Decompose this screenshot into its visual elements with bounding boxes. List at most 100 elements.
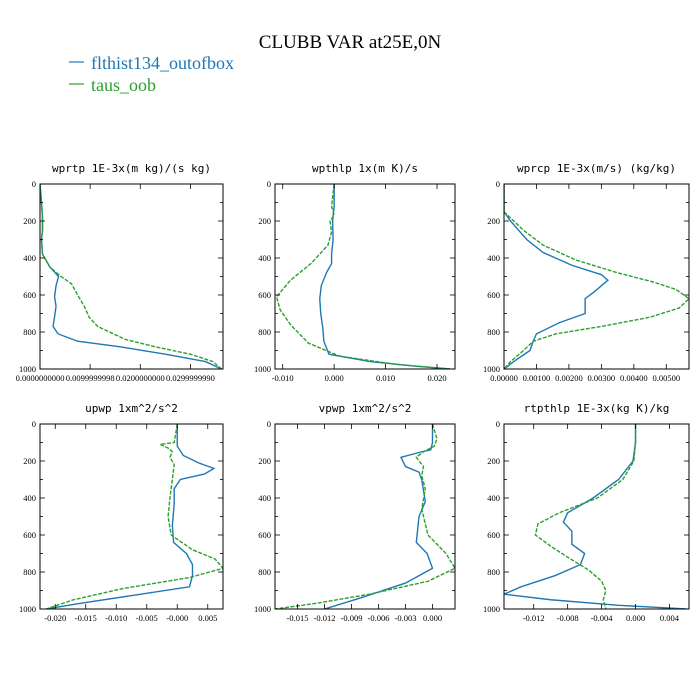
y-tick-label: 800	[258, 327, 271, 337]
y-tick-label: 800	[258, 567, 271, 577]
y-tick-label: 400	[23, 253, 36, 263]
panel-3: wprcp 1E-3x(m/s) (kg/kg) 0 200 400 600 800 100…	[483, 162, 690, 383]
y-tick-label: 400	[258, 493, 271, 503]
panel-6: rtpthlp 1E-3x(kg K)/kg 0 200 400 600 800 1000 -…	[483, 402, 690, 623]
x-tick-label: -0.015	[75, 613, 97, 623]
x-tick-label: -0.004	[591, 613, 614, 623]
axis-frame	[503, 183, 690, 370]
axis-frame	[39, 423, 224, 610]
x-tick-label: -0.003	[395, 613, 417, 623]
x-tick-label: -0.012	[314, 613, 336, 623]
x-tick-label: 0.010	[376, 373, 395, 383]
x-tick-label: -0.020	[44, 613, 66, 623]
y-tick-label: 600	[23, 290, 36, 300]
x-tick-label: 0.00100	[523, 373, 551, 383]
series-line-flthist134	[504, 184, 609, 369]
series-line-flthist134	[319, 184, 450, 369]
y-tick-label: 800	[23, 567, 36, 577]
y-tick-label: 1000	[19, 364, 36, 374]
x-tick-label: -0.005	[136, 613, 158, 623]
figure-title: CLUBB VAR at25E,0N	[259, 32, 442, 53]
x-tick-label: 0.0299999990	[166, 373, 215, 383]
series-line-taus-oob	[275, 424, 455, 609]
series-line-flthist134	[504, 424, 687, 609]
y-tick-label: 1000	[483, 604, 500, 614]
x-tick-label: 0.00200	[555, 373, 583, 383]
y-tick-label: 600	[487, 530, 500, 540]
y-tick-label: 1000	[19, 604, 36, 614]
series-line-flthist134	[324, 424, 434, 609]
legend: flthist134_outofbox taus_oob	[69, 53, 234, 95]
y-tick-label: 200	[23, 216, 36, 226]
x-tick-label: 0.00000	[490, 373, 518, 383]
panel-2: wpthlp 1x(m K)/s 0 200 400 600 800 1000-0.010 0…	[254, 162, 456, 383]
x-tick-label: 0.004	[660, 613, 680, 623]
y-tick-label: 200	[258, 216, 271, 226]
y-tick-label: 200	[258, 456, 271, 466]
x-tick-label: 0.0200000000	[116, 373, 165, 383]
y-tick-label: 600	[487, 290, 500, 300]
y-tick-label: 800	[487, 327, 500, 337]
panel-title: vpwp 1xm^2/s^2	[319, 402, 412, 415]
x-tick-label: -0.010	[105, 613, 127, 623]
panel-title: wprcp 1E-3x(m/s) (kg/kg)	[517, 162, 676, 175]
y-tick-label: 600	[258, 290, 271, 300]
x-tick-label: -0.010	[272, 373, 294, 383]
x-tick-label: -0.015	[287, 613, 309, 623]
x-tick-label: -0.006	[368, 613, 390, 623]
y-tick-label: 0	[32, 419, 36, 429]
series-line-taus-oob	[504, 184, 689, 369]
y-tick-label: 1000	[254, 364, 271, 374]
y-tick-label: 200	[487, 456, 500, 466]
x-tick-label: 0.000	[325, 373, 344, 383]
panels-grid: wprtp 1E-3x(m kg)/(s kg) 0 200 400 600 800 100…	[16, 162, 690, 623]
x-tick-label: 0.00400	[620, 373, 648, 383]
panel-title: upwp 1xm^2/s^2	[85, 402, 178, 415]
series-line-taus-oob	[275, 184, 450, 369]
y-tick-label: 1000	[483, 364, 500, 374]
legend-label-flthist134: flthist134_outofbox	[91, 53, 234, 73]
x-tick-label: 0.0099999998	[66, 373, 115, 383]
y-tick-label: 200	[487, 216, 500, 226]
series-line-taus-oob	[40, 184, 222, 369]
panel-4: upwp 1xm^2/s^2 0 200 400 600 800 1000 -0.020 -0.…	[19, 402, 224, 623]
y-tick-label: 0	[496, 419, 500, 429]
legend-label-taus-oob: taus_oob	[91, 75, 156, 95]
panel-title: rtpthlp 1E-3x(kg K)/kg	[524, 402, 670, 415]
y-tick-label: 600	[258, 530, 271, 540]
panel-5: vpwp 1xm^2/s^2 0 200 400 600 800 1000 -0.015 -0.…	[254, 402, 456, 623]
axis-frame	[503, 423, 690, 610]
x-tick-label: -0.008	[557, 613, 579, 623]
y-tick-label: 0	[496, 179, 500, 189]
y-tick-label: 0	[267, 179, 271, 189]
y-tick-label: 600	[23, 530, 36, 540]
y-tick-label: 0	[267, 419, 271, 429]
x-tick-label: 0.00300	[588, 373, 616, 383]
y-tick-label: 0	[32, 179, 36, 189]
y-tick-label: 400	[487, 253, 500, 263]
series-line-flthist134	[45, 424, 216, 609]
y-tick-label: 400	[23, 493, 36, 503]
x-tick-label: -0.000	[166, 613, 188, 623]
y-tick-label: 200	[23, 456, 36, 466]
y-tick-label: 800	[23, 327, 36, 337]
panel-title: wpthlp 1x(m K)/s	[312, 162, 418, 175]
y-tick-label: 800	[487, 567, 500, 577]
x-tick-label: -0.012	[523, 613, 545, 623]
panel-1: wprtp 1E-3x(m kg)/(s kg) 0 200 400 600 800 100…	[16, 162, 224, 383]
panel-title: wprtp 1E-3x(m kg)/(s kg)	[52, 162, 211, 175]
x-tick-label: 0.0000000000	[16, 373, 65, 383]
series-line-taus-oob	[45, 424, 223, 609]
x-tick-label: 0.000	[423, 613, 442, 623]
y-tick-label: 400	[487, 493, 500, 503]
x-tick-label: 0.020	[427, 373, 446, 383]
x-tick-label: 0.005	[198, 613, 217, 623]
x-tick-label: 0.000	[626, 613, 645, 623]
series-line-taus-oob	[534, 424, 637, 609]
x-tick-label: -0.009	[341, 613, 363, 623]
y-tick-label: 1000	[254, 604, 271, 614]
x-tick-label: 0.00500	[652, 373, 680, 383]
y-tick-label: 400	[258, 253, 271, 263]
axis-frame	[274, 183, 456, 370]
